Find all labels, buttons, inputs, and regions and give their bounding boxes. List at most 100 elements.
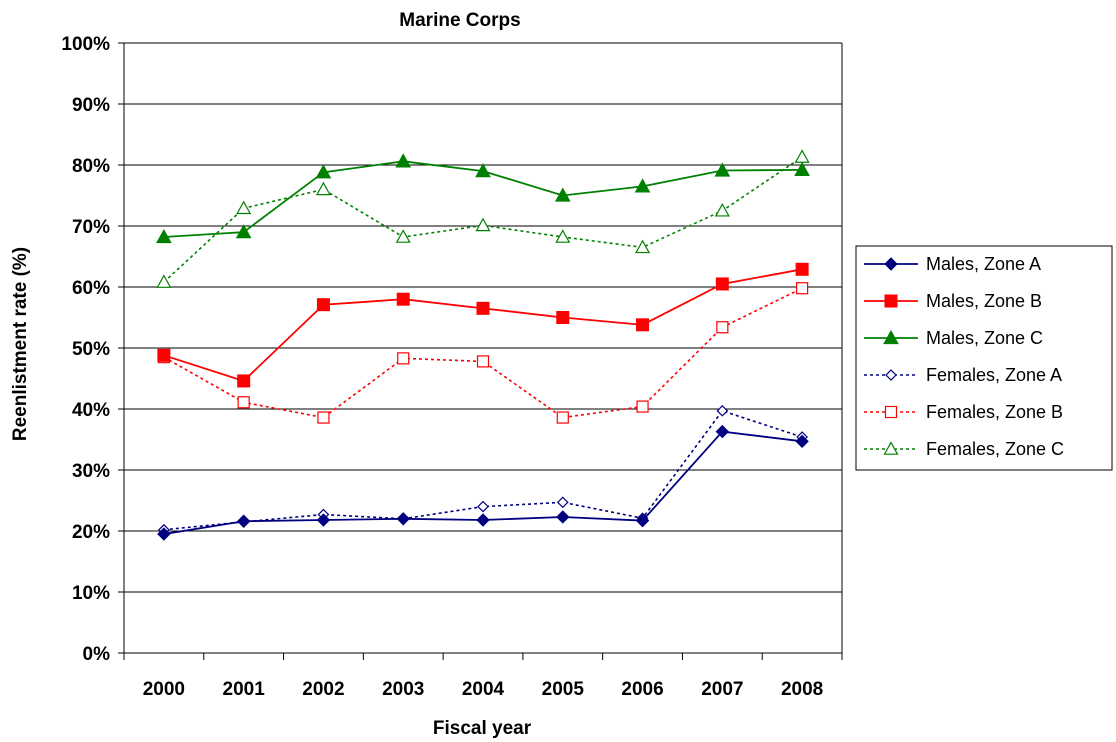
series-females-zone-c <box>156 149 810 288</box>
data-point <box>554 187 571 202</box>
y-tick-label: 80% <box>72 156 110 177</box>
data-point <box>236 200 252 215</box>
x-tick-label-2000: 2000 <box>143 679 185 700</box>
legend-marker <box>884 294 898 308</box>
x-tick-label-2006: 2006 <box>621 679 663 700</box>
data-point <box>316 513 331 527</box>
data-point <box>235 224 252 239</box>
legend-marker <box>885 369 897 381</box>
data-point <box>636 400 649 413</box>
legend-box <box>855 245 1113 471</box>
x-axis-title: Fiscal year <box>433 718 532 739</box>
data-point <box>716 404 729 417</box>
legend-item: Females, Zone C <box>864 439 1064 459</box>
legend-marker <box>883 329 899 345</box>
x-tick-label-2004: 2004 <box>462 679 505 700</box>
y-tick-label: 40% <box>72 400 110 421</box>
x-tick-label-2002: 2002 <box>302 679 344 700</box>
x-tick-label-2001: 2001 <box>223 679 266 700</box>
legend-marker <box>884 257 898 271</box>
data-point <box>157 527 171 541</box>
data-point <box>477 500 489 513</box>
legend-item: Males, Zone B <box>864 291 1042 311</box>
data-point <box>715 424 730 439</box>
data-point <box>315 164 332 179</box>
y-tick-label: 30% <box>72 461 110 482</box>
data-point <box>635 239 651 254</box>
series-group <box>156 149 810 541</box>
legend-label: Females, Zone C <box>926 439 1064 459</box>
data-point <box>636 318 650 332</box>
x-tick-label-2007: 2007 <box>701 679 743 700</box>
legend-marker <box>884 405 898 419</box>
data-point <box>396 292 410 306</box>
y-tick-label: 50% <box>72 339 110 360</box>
legend-label: Males, Zone A <box>926 254 1041 274</box>
data-point <box>315 181 331 196</box>
series-males-zone-c <box>156 153 810 244</box>
y-tick-label: 60% <box>72 278 110 299</box>
data-point <box>397 352 410 365</box>
legend-label: Females, Zone A <box>926 365 1062 385</box>
data-point <box>715 277 729 291</box>
y-tick-label: 10% <box>72 583 110 604</box>
legend-item: Females, Zone A <box>864 365 1062 385</box>
x-axis-tick-labels: 2000 2001 2002 2003 2004 2005 2006 2007 2008 <box>143 679 824 700</box>
data-point <box>714 162 731 177</box>
legend-items: Males, Zone A Males, Zone B Males, Zone C F… <box>864 254 1064 459</box>
data-point <box>476 355 490 368</box>
axes <box>118 42 843 660</box>
y-axis-tick-labels: 0% 10% 20% 30% 40% 50% 60% 70% 80% 90% 100% <box>61 34 110 665</box>
data-point <box>555 229 571 243</box>
legend-label: Males, Zone B <box>926 291 1042 311</box>
legend-label: Females, Zone B <box>926 402 1063 422</box>
data-point <box>395 153 412 168</box>
data-point <box>317 411 330 424</box>
data-point <box>794 161 810 176</box>
x-tick-label-2008: 2008 <box>781 679 823 700</box>
y-tick-label: 0% <box>83 644 111 665</box>
series-males-zone-b <box>157 262 809 388</box>
data-point <box>634 178 651 193</box>
data-point <box>157 348 171 362</box>
data-point <box>795 262 809 276</box>
y-tick-label: 20% <box>72 522 110 543</box>
data-point <box>556 411 569 424</box>
data-point <box>156 228 172 244</box>
data-point <box>237 396 250 409</box>
y-tick-label: 100% <box>61 34 110 55</box>
x-tick-label-2003: 2003 <box>382 679 424 700</box>
data-point <box>316 298 330 312</box>
data-point <box>714 203 730 217</box>
data-point <box>476 513 490 527</box>
data-point <box>556 496 569 509</box>
data-point <box>475 163 491 178</box>
data-point <box>475 217 491 232</box>
legend-marker <box>883 441 899 455</box>
legend-item: Females, Zone B <box>864 402 1063 422</box>
data-point <box>716 321 729 334</box>
legend-item: Males, Zone A <box>864 254 1041 274</box>
y-axis-title: Reenlistment rate (%) <box>10 247 31 441</box>
series-line <box>163 156 803 283</box>
data-point <box>794 149 810 163</box>
legend-item: Males, Zone C <box>864 328 1043 348</box>
x-tick-label-2005: 2005 <box>542 679 585 700</box>
data-point <box>556 510 570 524</box>
legend-label: Males, Zone C <box>926 328 1043 348</box>
data-point <box>635 513 650 528</box>
data-point <box>395 229 411 243</box>
data-point <box>796 282 809 295</box>
y-tick-label: 70% <box>72 217 110 238</box>
data-point <box>556 311 570 324</box>
legend: Males, Zone A Males, Zone B Males, Zone C F… <box>855 245 1113 471</box>
data-point <box>236 514 251 528</box>
data-point <box>396 512 410 526</box>
y-tick-label: 90% <box>72 95 110 116</box>
chart-title: Marine Corps <box>399 10 520 31</box>
data-point <box>237 374 251 388</box>
data-point <box>476 301 490 315</box>
series-males-zone-a <box>157 424 809 541</box>
